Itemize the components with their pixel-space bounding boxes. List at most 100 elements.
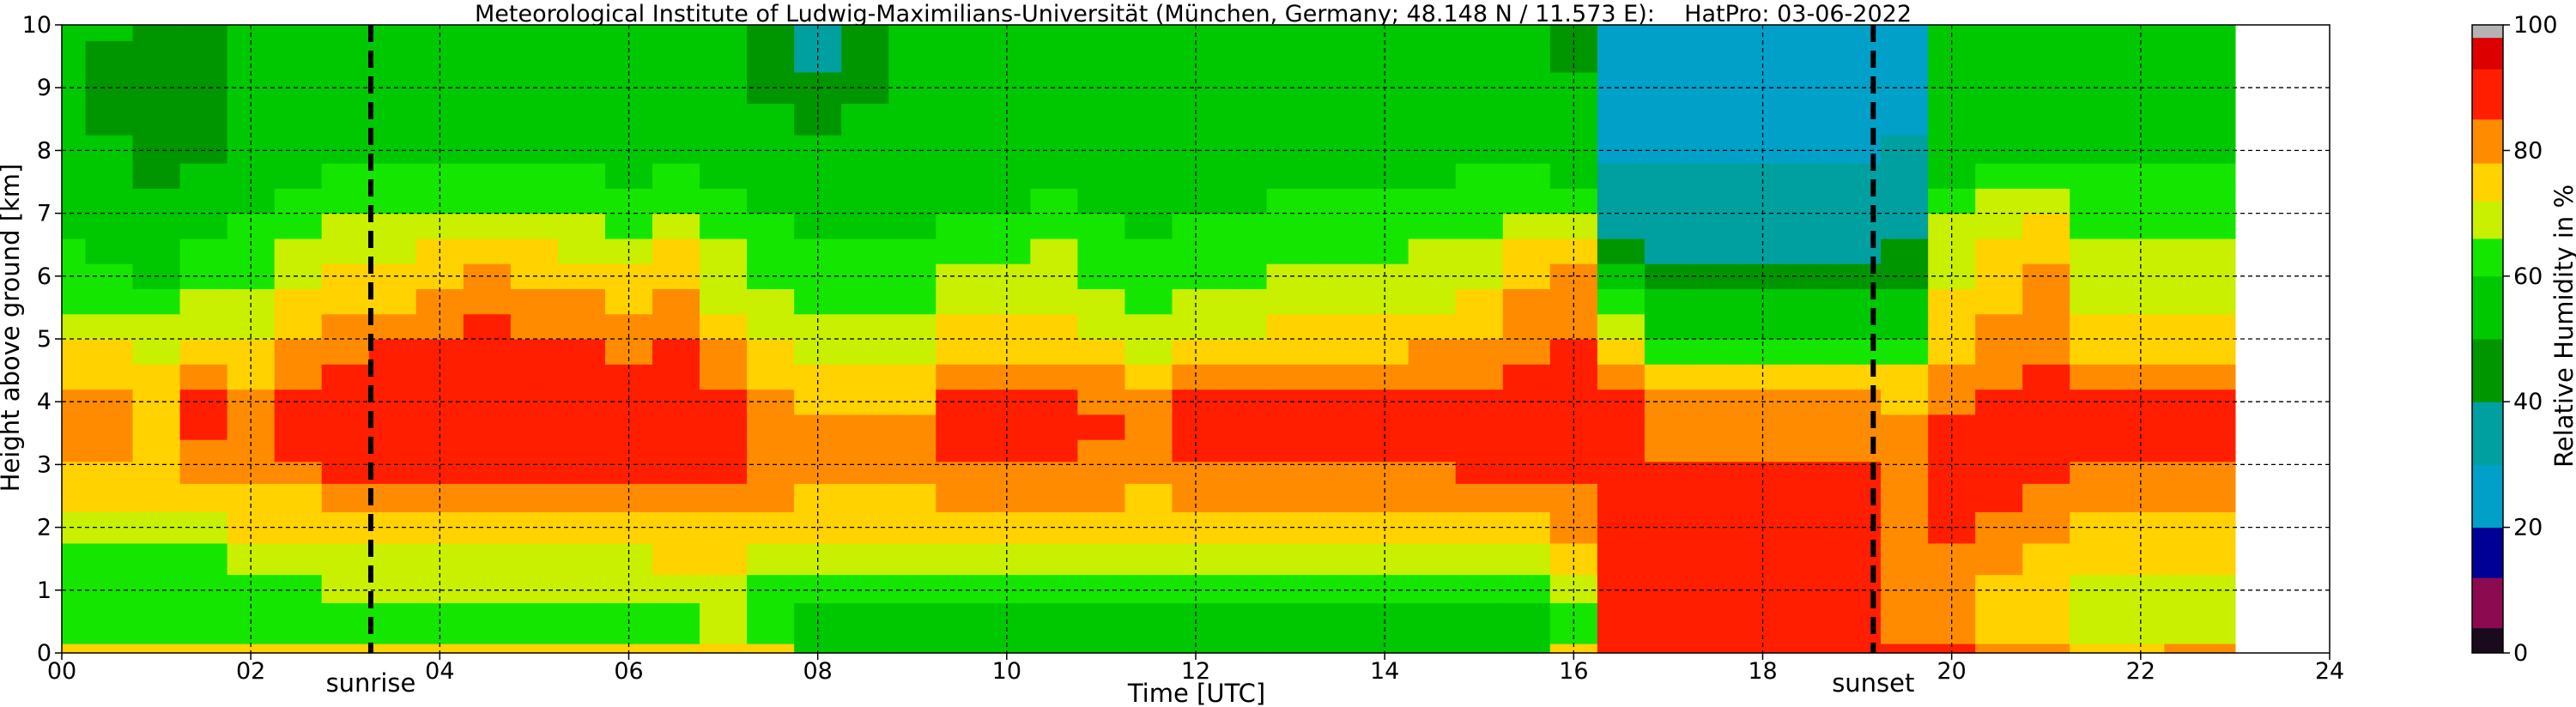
heatmap-cell [1975,542,2023,576]
heatmap-cell [132,644,181,654]
heatmap-cell [62,461,87,484]
heatmap-cell [1834,25,1882,41]
heatmap-cell [1077,483,1126,512]
heatmap-cell [1124,483,1173,512]
heatmap-cell [179,103,228,136]
heatmap-cell [936,135,984,164]
heatmap-cell [1502,188,1551,215]
heatmap-cell [1219,389,1268,415]
heatmap-cell [1881,439,1929,462]
heatmap-cell [888,574,936,604]
heatmap-cell [841,644,889,654]
heatmap-cell [2022,288,2070,315]
heatmap-cell [1786,135,1834,164]
heatmap-cell [1644,542,1693,576]
heatmap-cell [1549,188,1598,215]
heatmap-cell [936,602,984,627]
heatmap-cell [700,511,748,544]
heatmap-cell [510,135,559,164]
heatmap-cell [1644,414,1693,440]
heatmap-cell [557,103,606,136]
heatmap-cell [652,188,700,215]
heatmap-cell [1408,135,1457,164]
heatmap-cell [1219,602,1268,627]
heatmap-cell [2022,511,2070,544]
heatmap-cell [1219,439,1268,462]
heatmap-cell [132,339,181,365]
heatmap-cell [2022,625,2070,644]
heatmap-cell [700,461,748,484]
heatmap-cell [1077,364,1126,390]
heatmap-cell [841,414,889,440]
heatmap-cell [1786,602,1834,627]
heatmap-cell [2164,163,2212,189]
heatmap-cell [1030,414,1078,440]
heatmap-cell [1124,103,1173,136]
y-tick-label: 0 [37,640,52,667]
heatmap-cell [1313,414,1362,440]
heatmap-cell [1502,339,1551,365]
heatmap-cell [179,313,228,340]
heatmap-cell [1313,461,1362,484]
heatmap-cell [1597,313,1646,340]
heatmap-cell [463,40,512,73]
heatmap-cell [321,263,370,290]
heatmap-cell [557,25,606,41]
heatmap-cell [1881,461,1929,484]
heatmap-cell [888,364,936,390]
heatmap-cell [841,542,889,576]
heatmap-cell [1502,461,1551,484]
chart-title: Meteorological Institute of Ludwig-Maxim… [475,1,1912,27]
heatmap-cell [1077,414,1126,440]
heatmap-cell [179,163,228,189]
heatmap-cell [2022,71,2070,105]
heatmap-cell [463,602,512,627]
heatmap-cell [1691,602,1740,627]
heatmap-cell [936,414,984,440]
heatmap-cell [1266,414,1315,440]
heatmap-cell [1124,188,1173,215]
heatmap-cell [1077,625,1126,644]
heatmap-cell [1502,163,1551,189]
heatmap-cell [1597,188,1646,215]
heatmap-cell [1313,288,1362,315]
heatmap-cell [62,574,87,604]
heatmap-cell [1455,163,1504,189]
heatmap-cell [888,339,936,365]
heatmap-cell [227,644,276,654]
heatmap-cell [227,288,276,315]
heatmap-cell [1124,163,1173,189]
heatmap-cell [274,602,323,627]
heatmap-cell [747,364,795,390]
heatmap-cell [62,439,87,462]
heatmap-cell [2022,542,2070,576]
heatmap-cell [936,542,984,576]
heatmap-cell [888,188,936,215]
heatmap-cell [1313,339,1362,365]
heatmap-cell [1030,40,1078,73]
heatmap-cell [1077,163,1126,189]
heatmap-cell [1266,25,1315,41]
heatmap-cell [2211,135,2236,164]
heatmap-cell [1881,574,1929,604]
heatmap-cell [85,288,134,315]
heatmap-cell [321,339,370,365]
heatmap-cell [1691,103,1740,136]
heatmap-cell [841,163,889,189]
heatmap-cell [62,625,87,644]
colorbar-segment [2472,25,2503,39]
heatmap-cell [1691,542,1740,576]
heatmap-cell [1786,625,1834,644]
heatmap-cell [936,103,984,136]
heatmap-cell [179,364,228,390]
heatmap-cell [62,483,87,512]
heatmap-cell [510,439,559,462]
heatmap-cell [1881,213,1929,239]
colorbar-segment [2472,118,2503,164]
heatmap-cell [463,439,512,462]
heatmap-cell [415,288,464,315]
heatmap-cell [1124,389,1173,415]
heatmap-cell [1597,439,1646,462]
heatmap-cell [1975,263,2023,290]
heatmap-cell [62,339,87,365]
